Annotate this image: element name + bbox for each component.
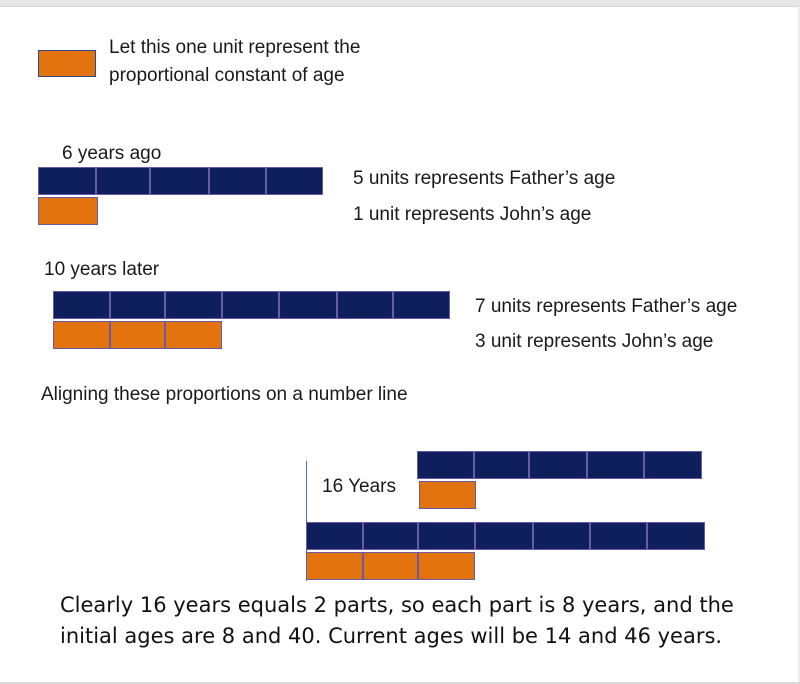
past-father-unit-2 [96, 167, 150, 195]
aligned-future-father-unit-1 [306, 522, 363, 550]
legend-text-line1: Let this one unit represent the [109, 37, 361, 58]
aligned-past-john-bar [419, 481, 476, 509]
future-john-unit-3 [165, 321, 222, 349]
sixteen-years-label: 16 Years [322, 476, 396, 497]
past-father-text: 5 units represents Father’s age [353, 168, 616, 189]
future-father-unit-6 [337, 291, 393, 319]
aligned-future-father-unit-6 [590, 522, 647, 550]
future-father-bar [53, 291, 450, 319]
aligned-past-john-unit-1 [419, 481, 476, 509]
aligned-past-father-unit-1 [417, 451, 474, 479]
future-father-unit-5 [279, 291, 337, 319]
past-father-unit-3 [150, 167, 209, 195]
aligned-past-father-unit-3 [529, 451, 587, 479]
aligned-past-father-unit-2 [474, 451, 529, 479]
past-father-unit-4 [209, 167, 266, 195]
aligned-future-john-unit-1 [306, 552, 363, 580]
aligned-future-john-bar [306, 552, 475, 580]
number-line-axis [306, 461, 307, 581]
aligned-past-father-unit-4 [587, 451, 644, 479]
future-john-bar [53, 321, 222, 349]
future-father-text: 7 units represents Father’s age [475, 296, 738, 317]
future-john-unit-1 [53, 321, 110, 349]
past-label: 6 years ago [62, 143, 162, 164]
past-father-bar [38, 167, 323, 195]
past-john-text: 1 unit represents John’s age [353, 204, 592, 225]
aligned-future-father-unit-5 [533, 522, 590, 550]
future-label: 10 years later [44, 259, 160, 280]
aligning-heading: Aligning these proportions on a number l… [41, 384, 408, 405]
future-john-text: 3 unit represents John’s age [475, 331, 714, 352]
legend-text-line2: proportional constant of age [109, 65, 345, 86]
aligned-future-father-unit-7 [647, 522, 705, 550]
future-father-unit-3 [165, 291, 222, 319]
aligned-future-john-unit-3 [418, 552, 475, 580]
top-border [0, 0, 800, 7]
future-john-unit-2 [110, 321, 165, 349]
unit-legend-box [38, 50, 96, 77]
future-father-unit-7 [393, 291, 450, 319]
bottom-border [0, 682, 800, 684]
past-father-unit-1 [38, 167, 96, 195]
aligned-future-father-unit-3 [418, 522, 475, 550]
past-father-unit-5 [266, 167, 323, 195]
summary-text: Clearly 16 years equals 2 parts, so each… [60, 593, 734, 648]
aligned-future-john-unit-2 [363, 552, 418, 580]
future-father-unit-4 [222, 291, 279, 319]
aligned-past-father-bar [417, 451, 702, 479]
future-father-unit-1 [53, 291, 110, 319]
aligned-future-father-bar [306, 522, 705, 550]
past-john-bar [38, 197, 98, 225]
past-john-unit-1 [38, 197, 98, 225]
aligned-future-father-unit-2 [363, 522, 418, 550]
right-border [798, 6, 800, 682]
aligned-past-father-unit-5 [644, 451, 702, 479]
aligned-future-father-unit-4 [475, 522, 533, 550]
future-father-unit-2 [110, 291, 165, 319]
